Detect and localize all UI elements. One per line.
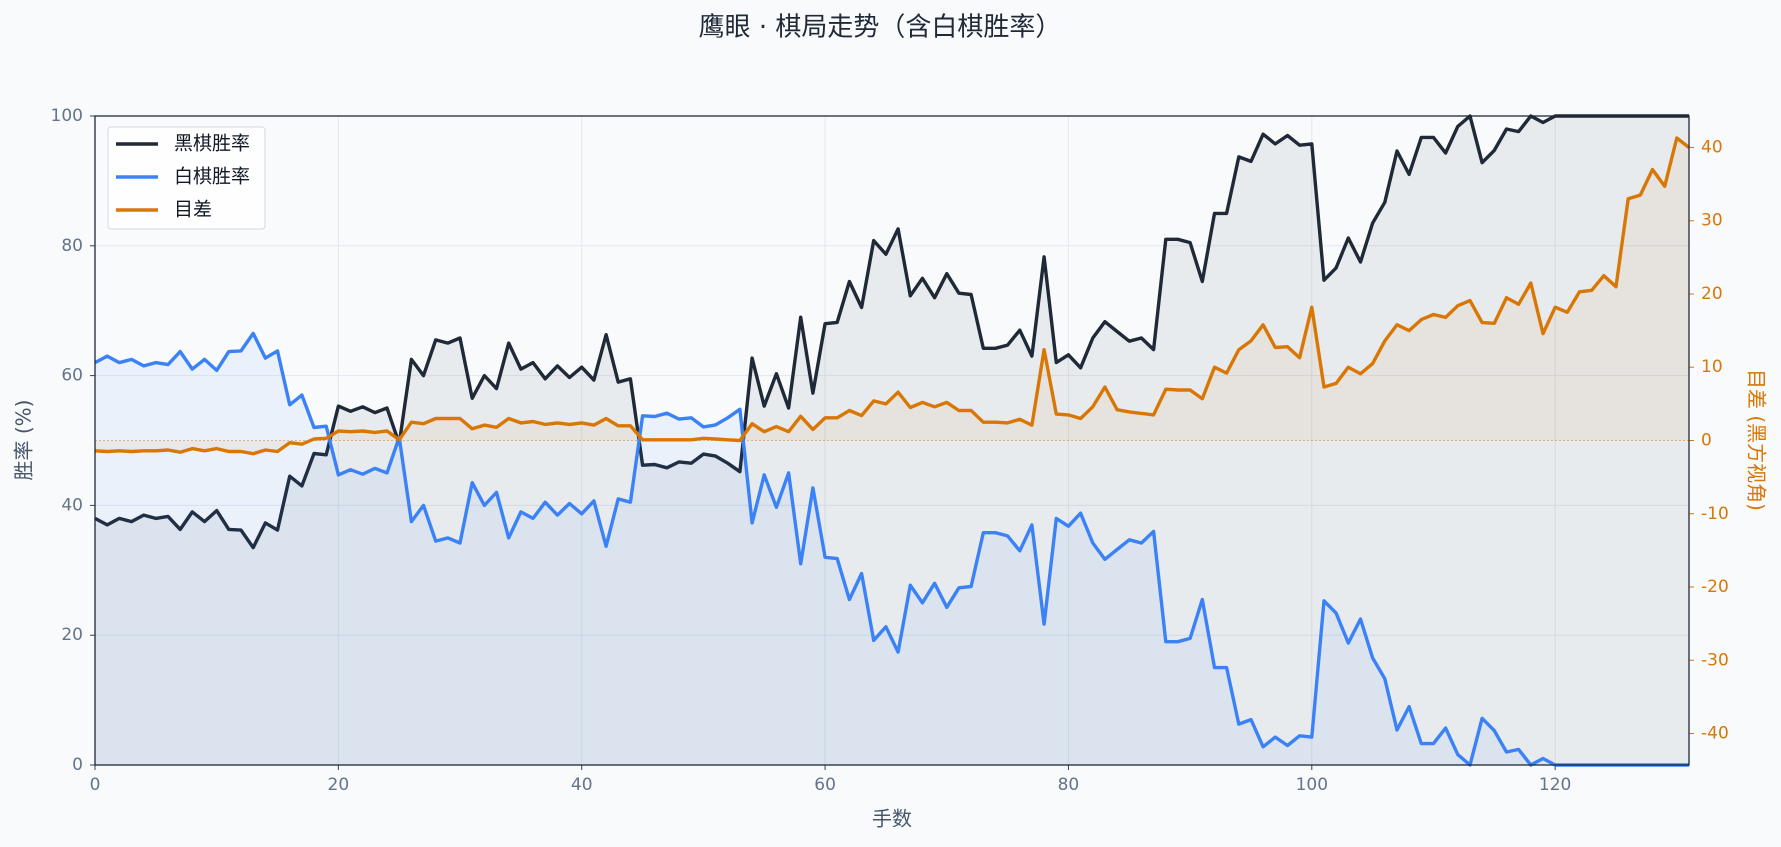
x-axis-label: 手数 xyxy=(872,807,912,831)
y2-tick-label: -10 xyxy=(1701,504,1729,524)
y-tick-label: 100 xyxy=(51,106,83,126)
x-tick-label: 0 xyxy=(90,775,101,795)
series-line xyxy=(94,114,1689,550)
y2-tick-label: 30 xyxy=(1701,211,1723,231)
series-line xyxy=(94,331,1689,767)
legend-label: 黑棋胜率 xyxy=(174,133,250,155)
area-fill xyxy=(95,333,1689,765)
y-tick-label: 60 xyxy=(61,366,83,386)
y2-tick-label: -30 xyxy=(1701,650,1729,670)
x-tick-label: 80 xyxy=(1058,775,1080,795)
y2-tick-label: 10 xyxy=(1701,357,1723,377)
y-tick-label: 20 xyxy=(61,625,83,645)
series-line xyxy=(94,136,1691,456)
legend-label: 目差 xyxy=(174,199,212,221)
y2-tick-label: 40 xyxy=(1701,137,1723,157)
area-fill xyxy=(95,116,1689,765)
x-tick-label: 100 xyxy=(1296,775,1328,795)
y-tick-label: 40 xyxy=(61,495,83,515)
x-tick-label: 60 xyxy=(814,775,836,795)
y2-tick-label: 20 xyxy=(1701,284,1723,304)
x-tick-label: 40 xyxy=(571,775,593,795)
y-axis-label: 胜率 (%) xyxy=(12,400,36,481)
chart-title: 鹰眼 · 棋局走势（含白棋胜率） xyxy=(699,13,1062,43)
y2-tick-label: 0 xyxy=(1701,431,1712,451)
legend-label: 白棋胜率 xyxy=(174,166,250,188)
x-tick-label: 120 xyxy=(1539,775,1571,795)
y2-tick-label: -40 xyxy=(1701,724,1729,744)
area-fill xyxy=(95,138,1689,454)
y2-tick-label: -20 xyxy=(1701,577,1729,597)
plot-frame xyxy=(94,115,1690,766)
y-tick-label: 80 xyxy=(61,236,83,256)
x-tick-label: 20 xyxy=(328,775,350,795)
legend-box xyxy=(107,126,266,230)
y2-axis-label: 目差 (黑方视角) xyxy=(1745,369,1769,511)
y-tick-label: 0 xyxy=(72,755,83,775)
